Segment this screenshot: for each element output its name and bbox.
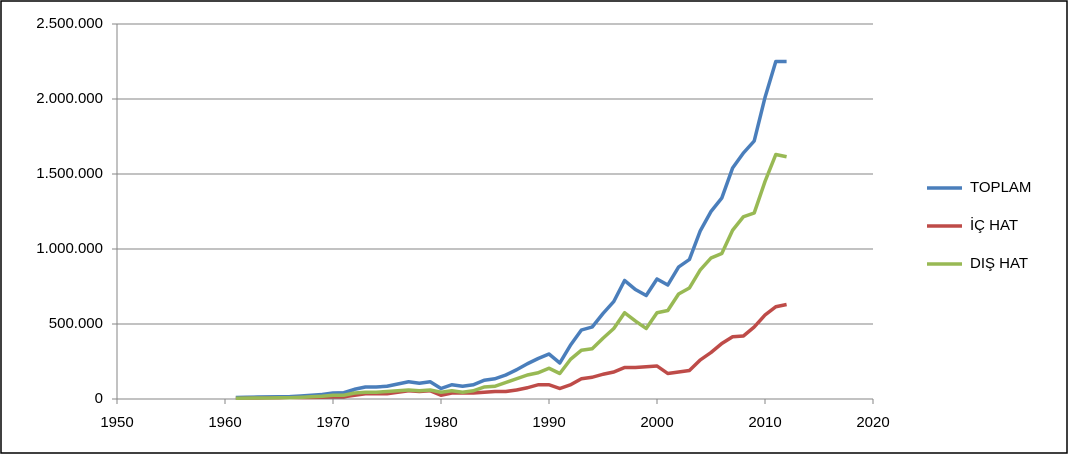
y-tick-label: 500.000 [49,315,103,332]
y-tick-label: 2.000.000 [36,90,103,107]
x-tick-label: 1970 [316,414,349,431]
series-line [235,152,787,400]
series-line [235,59,787,400]
y-tick-label: 2.500.000 [36,15,103,32]
x-tick-label: 2010 [748,414,781,431]
x-tick-label: 1950 [100,414,133,431]
x-tick-label: 1990 [532,414,565,431]
legend-label: İÇ HAT [970,216,1018,234]
x-tick-label: 1980 [424,414,457,431]
x-tick-label: 2000 [640,414,673,431]
y-tick-label: 1.000.000 [36,240,103,257]
legend-label: TOPLAM [970,179,1031,196]
x-tick-label: 1960 [208,414,241,431]
y-tick-label: 0 [95,390,103,407]
legend-label: DIŞ HAT [970,255,1028,272]
x-tick-label: 2020 [856,414,889,431]
y-tick-label: 1.500.000 [36,165,103,182]
